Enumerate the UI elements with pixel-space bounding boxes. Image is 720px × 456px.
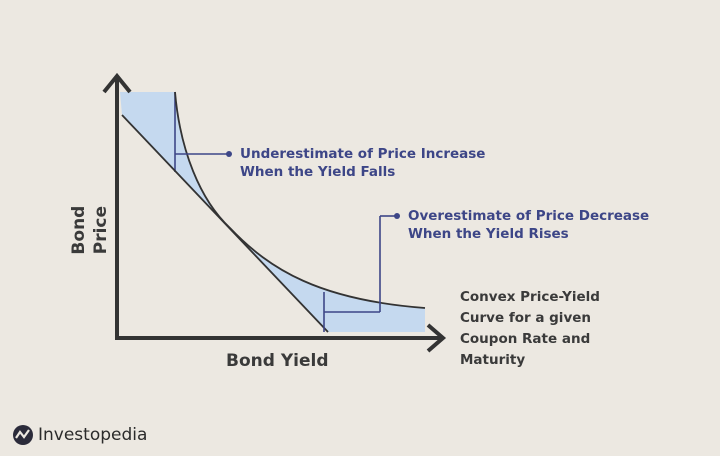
overestimate-annotation: Overestimate of Price Decrease When the … bbox=[408, 208, 649, 243]
curve-label-line: Coupon Rate and bbox=[460, 330, 591, 347]
convex-curve bbox=[174, 91, 426, 309]
brand-name: Investopedia bbox=[38, 425, 148, 445]
curve-label-line: Curve for a given bbox=[460, 309, 592, 326]
x-axis-label: Bond Yield bbox=[226, 351, 329, 371]
annotation-line: When the Yield Falls bbox=[240, 163, 396, 180]
annotation-line: When the Yield Rises bbox=[408, 225, 569, 242]
underestimate-annotation: Underestimate of Price Increase When the… bbox=[240, 146, 485, 181]
brand: Investopedia bbox=[12, 424, 147, 446]
annotation-line: Overestimate of Price Decrease bbox=[408, 208, 650, 224]
curve-label-line: Maturity bbox=[460, 351, 526, 368]
curve-label: Convex Price-Yield Curve for a given Cou… bbox=[460, 287, 600, 371]
investopedia-logo-icon bbox=[13, 425, 33, 445]
curve-label-line: Convex Price-Yield bbox=[460, 289, 600, 305]
overestimate-shade bbox=[230, 228, 425, 332]
annotation-line: Underestimate of Price Increase bbox=[240, 146, 486, 162]
y-axis-label: Bond Price bbox=[68, 205, 111, 255]
